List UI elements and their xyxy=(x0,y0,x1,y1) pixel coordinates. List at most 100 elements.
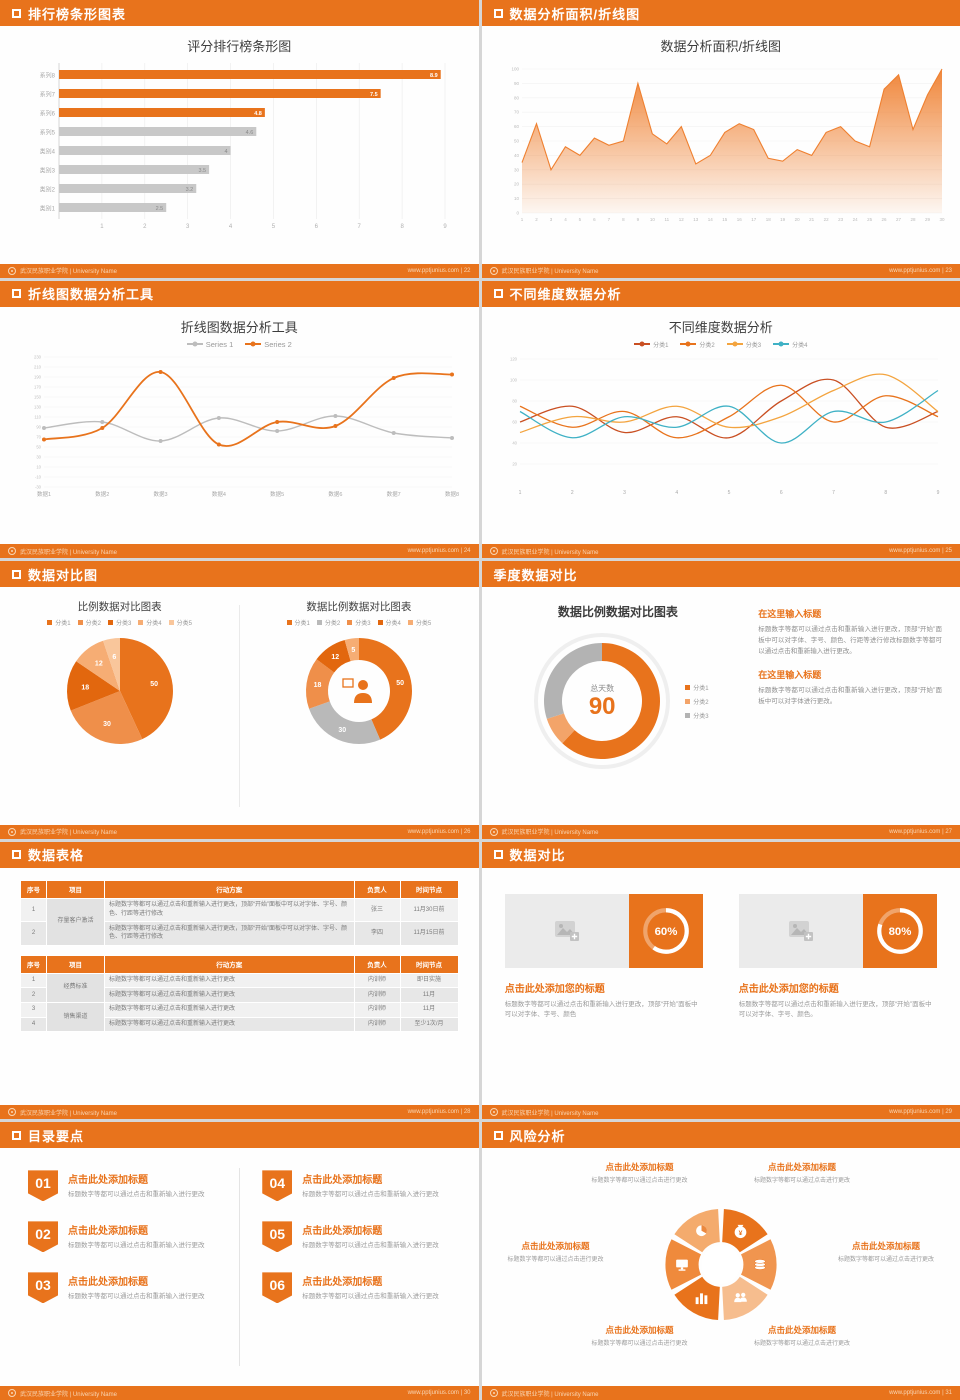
slide-toc[interactable]: 目录要点 01 点击此处添加标题 标题数字等都可以通过点击和重新输入进行更改 04… xyxy=(0,1122,479,1400)
toc-number-badge: 03 xyxy=(28,1272,58,1304)
legend-item: Series 1 xyxy=(186,340,233,349)
slide-header: 数据分析面积/折线图 xyxy=(481,0,960,26)
svg-text:12: 12 xyxy=(679,217,685,222)
svg-text:1: 1 xyxy=(518,490,521,496)
legend-marker xyxy=(634,343,651,346)
pie-slice xyxy=(66,661,120,711)
pie-panel-left: 比例数据对比图表 分类1 分类2 分类3 分类4 分类5 50 30 18 12 6 xyxy=(0,587,239,825)
slide-data-tables[interactable]: 数据表格 序号 项目 行动方案 负责人 时间节点 1 存量客户激活 标题数字等都… xyxy=(0,841,479,1120)
svg-text:类别3: 类别3 xyxy=(40,167,56,175)
svg-text:9: 9 xyxy=(936,490,939,496)
data-point xyxy=(333,413,338,418)
university-name: 武汉民族职业学院 | University Name xyxy=(20,830,117,837)
slide-header: 目录要点 xyxy=(0,1122,479,1149)
legend-marker xyxy=(347,620,353,626)
slide-line-tool[interactable]: 折线图数据分析工具 折线图数据分析工具 Series 1 Series 2 -30… xyxy=(0,280,479,559)
svg-text:19: 19 xyxy=(780,217,786,222)
footer-site-page: www.pptjunius.com | 29 xyxy=(889,1109,952,1116)
slide-area-chart[interactable]: 数据分析面积/折线图 数据分析面积/折线图 0 10 20 30 40 50 60 70 80 9… xyxy=(481,0,960,278)
legend-marker xyxy=(168,620,174,626)
slide-progress-compare[interactable]: 数据对比 60% xyxy=(481,841,960,1120)
svg-text:15: 15 xyxy=(722,217,728,222)
data-table-2: 序号 项目 行动方案 负责人 时间节点 1 经费标准 标题数字等都可以通过点击和… xyxy=(20,954,459,1033)
slide-footer: 武汉民族职业学院 | University Name www.pptjunius… xyxy=(481,1105,960,1120)
svg-text:类别1: 类别1 xyxy=(40,205,56,213)
header-square-icon xyxy=(12,289,21,299)
image-placeholder-icon xyxy=(554,920,579,941)
risk-label: 点击此处添加标题 标题数字等都可以通过点击进行更改 xyxy=(591,1162,688,1185)
svg-text:100: 100 xyxy=(510,377,518,382)
header-square-icon xyxy=(12,1130,21,1140)
slide-header: 季度数据对比 xyxy=(481,561,960,588)
legend-marker xyxy=(47,620,53,626)
svg-text:数据6: 数据6 xyxy=(329,490,343,498)
svg-text:系列7: 系列7 xyxy=(40,91,56,99)
slide-risk-analysis[interactable]: 风险分析 ¥ 点击此处添加标题 标题数字等都可以通过点击进行更改 点击此处添加标… xyxy=(481,1122,960,1400)
svg-text:27: 27 xyxy=(896,217,902,222)
svg-text:8: 8 xyxy=(401,224,405,230)
toc-number-badge: 01 xyxy=(28,1170,58,1202)
toc-item: 04 点击此处添加标题 标题数字等都可以通过点击和重新输入进行更改 xyxy=(262,1170,450,1202)
svg-text:50: 50 xyxy=(396,680,404,687)
legend-item: 分类3 xyxy=(726,340,761,349)
university-logo-icon xyxy=(489,547,498,556)
slide-pie-compare[interactable]: 数据对比图 比例数据对比图表 分类1 分类2 分类3 分类4 分类5 50 30 18 12 6… xyxy=(0,561,479,839)
legend-item: 分类3 xyxy=(107,618,131,627)
footer-site-page: www.pptjunius.com | 31 xyxy=(889,1390,952,1396)
chart-legend: Series 1 Series 2 xyxy=(0,340,479,349)
svg-text:4: 4 xyxy=(675,490,678,496)
header-square-icon xyxy=(12,850,21,860)
svg-text:25: 25 xyxy=(867,217,873,222)
pinwheel-diagram: ¥ xyxy=(665,1209,777,1321)
bar xyxy=(59,108,266,117)
data-point xyxy=(217,442,222,447)
svg-text:20: 20 xyxy=(514,182,520,187)
svg-text:30: 30 xyxy=(103,721,111,728)
presenter-icon xyxy=(342,678,372,704)
svg-text:7.5: 7.5 xyxy=(370,92,378,98)
svg-text:150: 150 xyxy=(34,394,42,399)
risk-label: 点击此处添加标题 标题数字等都可以通过点击进行更改 xyxy=(837,1241,934,1264)
svg-text:80: 80 xyxy=(512,398,517,403)
svg-text:8.9: 8.9 xyxy=(430,73,438,79)
svg-text:11: 11 xyxy=(664,217,669,222)
toc-item: 06 点击此处添加标题 标题数字等都可以通过点击和重新输入进行更改 xyxy=(262,1272,450,1304)
chart-legend: 分类1 分类2 分类3 xyxy=(685,683,709,720)
slide-quarter-compare[interactable]: 季度数据对比 数据比例数据对比图表 总天数 90 分类1 分类2 分类3 在 xyxy=(481,561,960,839)
slide-bar-ranking[interactable]: 排行榜条形图表 评分排行榜条形图 1 2 3 4 5 6 7 8 9 系列8 8.9 系列7 7.5 系列… xyxy=(0,0,479,278)
pie-slice xyxy=(344,638,359,662)
footer-site-page: www.pptjunius.com | 26 xyxy=(407,828,471,835)
pie-chart-icon xyxy=(695,1225,707,1237)
legend-item: 分类3 xyxy=(347,618,371,627)
svg-text:类别4: 类别4 xyxy=(40,148,56,156)
slide-header: 数据对比 xyxy=(481,841,960,868)
svg-text:4: 4 xyxy=(229,224,233,230)
university-name: 武汉民族职业学院 | University Name xyxy=(20,1391,117,1398)
slide-header: 折线图数据分析工具 xyxy=(0,280,479,307)
svg-text:100: 100 xyxy=(511,67,519,72)
svg-text:18: 18 xyxy=(81,685,89,692)
data-point xyxy=(100,419,105,424)
data-point xyxy=(275,428,280,433)
slide-header-title: 数据表格 xyxy=(28,848,85,864)
toc-item: 05 点击此处添加标题 标题数字等都可以通过点击和重新输入进行更改 xyxy=(262,1221,450,1253)
progress-arc xyxy=(642,907,689,954)
svg-text:80: 80 xyxy=(514,95,520,100)
table-row: 1 经费标准 标题数字等都可以通过点击和重新输入进行更改 内训师 即日实施 xyxy=(20,972,459,1003)
svg-text:2: 2 xyxy=(535,217,538,222)
svg-text:28: 28 xyxy=(910,217,916,222)
footer-site-page: www.pptjunius.com | 23 xyxy=(889,267,952,274)
risk-label: 点击此处添加标题 标题数字等都可以通过点击进行更改 xyxy=(753,1325,850,1348)
pie-slice xyxy=(102,638,120,692)
slide-header: 排行榜条形图表 xyxy=(0,0,479,26)
university-logo-icon xyxy=(8,266,16,275)
pie-chart: 50 30 18 12 6 xyxy=(66,638,173,745)
slide-multi-line[interactable]: 不同维度数据分析 不同维度数据分析 分类1 分类2 分类3 分类4 20 40 60 80 1… xyxy=(481,280,960,559)
legend-marker xyxy=(138,620,144,626)
slide-body: 01 点击此处添加标题 标题数字等都可以通过点击和重新输入进行更改 04 点击此处… xyxy=(0,1148,479,1386)
svg-text:6: 6 xyxy=(780,490,783,496)
pie-slice xyxy=(316,640,351,673)
university-logo-icon xyxy=(8,547,16,556)
svg-text:0: 0 xyxy=(516,211,519,216)
svg-text:30: 30 xyxy=(939,217,945,222)
